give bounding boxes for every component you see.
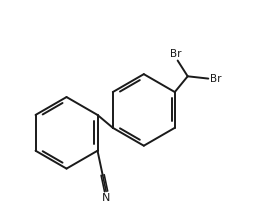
Text: Br: Br	[210, 74, 221, 84]
Text: N: N	[102, 193, 110, 203]
Text: Br: Br	[170, 49, 182, 59]
